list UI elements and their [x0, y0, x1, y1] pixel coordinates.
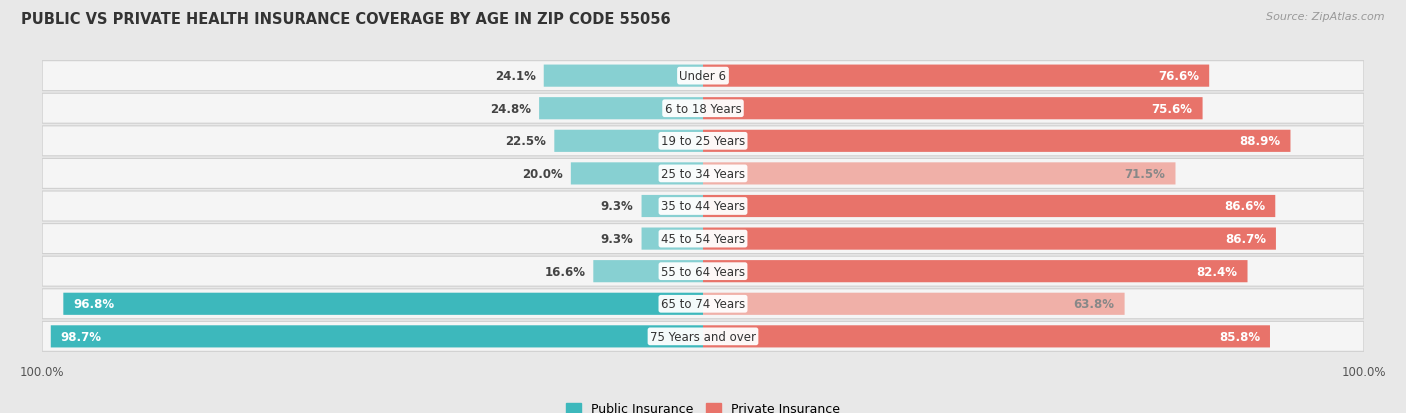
Text: 88.9%: 88.9%: [1240, 135, 1281, 148]
FancyBboxPatch shape: [703, 163, 1175, 185]
Text: 24.8%: 24.8%: [491, 102, 531, 116]
FancyBboxPatch shape: [63, 293, 703, 315]
FancyBboxPatch shape: [703, 98, 1202, 120]
FancyBboxPatch shape: [51, 325, 703, 348]
FancyBboxPatch shape: [42, 159, 1364, 189]
FancyBboxPatch shape: [42, 256, 1364, 287]
Text: 63.8%: 63.8%: [1074, 297, 1115, 311]
FancyBboxPatch shape: [703, 261, 1247, 282]
FancyBboxPatch shape: [703, 195, 1275, 218]
FancyBboxPatch shape: [554, 131, 703, 152]
Text: 16.6%: 16.6%: [544, 265, 585, 278]
FancyBboxPatch shape: [593, 261, 703, 282]
FancyBboxPatch shape: [42, 94, 1364, 124]
Text: 24.1%: 24.1%: [495, 70, 536, 83]
Text: 82.4%: 82.4%: [1197, 265, 1237, 278]
FancyBboxPatch shape: [703, 325, 1270, 348]
Text: 19 to 25 Years: 19 to 25 Years: [661, 135, 745, 148]
Text: Under 6: Under 6: [679, 70, 727, 83]
Text: 85.8%: 85.8%: [1219, 330, 1260, 343]
FancyBboxPatch shape: [538, 98, 703, 120]
Text: 76.6%: 76.6%: [1159, 70, 1199, 83]
Text: 86.6%: 86.6%: [1225, 200, 1265, 213]
FancyBboxPatch shape: [703, 228, 1275, 250]
Text: 75 Years and over: 75 Years and over: [650, 330, 756, 343]
Text: 22.5%: 22.5%: [506, 135, 547, 148]
Text: 98.7%: 98.7%: [60, 330, 101, 343]
FancyBboxPatch shape: [703, 65, 1209, 88]
Text: 9.3%: 9.3%: [600, 233, 634, 245]
FancyBboxPatch shape: [641, 195, 703, 218]
FancyBboxPatch shape: [641, 228, 703, 250]
Text: PUBLIC VS PRIVATE HEALTH INSURANCE COVERAGE BY AGE IN ZIP CODE 55056: PUBLIC VS PRIVATE HEALTH INSURANCE COVER…: [21, 12, 671, 27]
FancyBboxPatch shape: [571, 163, 703, 185]
Text: 45 to 54 Years: 45 to 54 Years: [661, 233, 745, 245]
Text: 20.0%: 20.0%: [522, 168, 562, 180]
Text: 65 to 74 Years: 65 to 74 Years: [661, 297, 745, 311]
FancyBboxPatch shape: [42, 224, 1364, 254]
Text: Source: ZipAtlas.com: Source: ZipAtlas.com: [1267, 12, 1385, 22]
FancyBboxPatch shape: [703, 293, 1125, 315]
FancyBboxPatch shape: [42, 62, 1364, 91]
FancyBboxPatch shape: [42, 289, 1364, 319]
Text: 35 to 44 Years: 35 to 44 Years: [661, 200, 745, 213]
Text: 55 to 64 Years: 55 to 64 Years: [661, 265, 745, 278]
Text: 71.5%: 71.5%: [1125, 168, 1166, 180]
FancyBboxPatch shape: [42, 322, 1364, 351]
FancyBboxPatch shape: [544, 65, 703, 88]
FancyBboxPatch shape: [42, 126, 1364, 157]
Text: 96.8%: 96.8%: [73, 297, 114, 311]
Text: 75.6%: 75.6%: [1152, 102, 1192, 116]
FancyBboxPatch shape: [42, 192, 1364, 221]
Text: 86.7%: 86.7%: [1225, 233, 1265, 245]
FancyBboxPatch shape: [703, 131, 1291, 152]
Text: 25 to 34 Years: 25 to 34 Years: [661, 168, 745, 180]
Text: 9.3%: 9.3%: [600, 200, 634, 213]
Text: 6 to 18 Years: 6 to 18 Years: [665, 102, 741, 116]
Legend: Public Insurance, Private Insurance: Public Insurance, Private Insurance: [561, 397, 845, 413]
